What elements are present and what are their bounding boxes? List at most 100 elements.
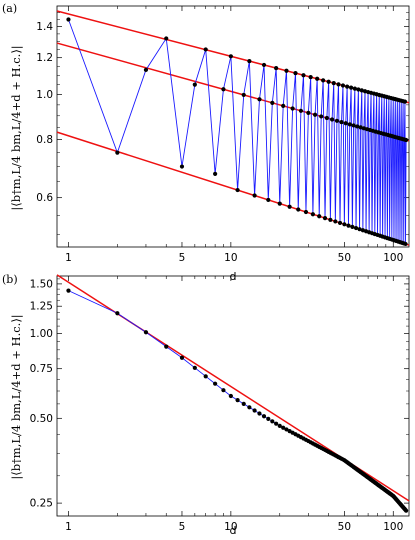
panel-a-data-point xyxy=(192,82,197,87)
panel-a-data-point xyxy=(358,125,363,130)
panel-a-plot-frame xyxy=(56,5,410,248)
panel-a-data-point xyxy=(308,74,313,80)
panel-b-data-point xyxy=(257,411,262,416)
panel-b-data-point xyxy=(270,419,275,424)
panel-b-data-point xyxy=(247,405,252,410)
panel-b-data-point xyxy=(115,311,120,316)
panel-b-x-tick-label: 100 xyxy=(383,521,403,533)
panel-a-data-point xyxy=(164,36,169,41)
panel-a-x-tick-label: 100 xyxy=(383,252,403,264)
panel-b-data-point xyxy=(203,374,208,379)
panel-a-data-point xyxy=(301,73,306,78)
panel-a-x-tick-label: 1 xyxy=(65,252,72,264)
panel-a-data-point xyxy=(333,219,338,224)
panel-a-data-point xyxy=(115,150,120,155)
panel-a-data-point xyxy=(281,103,286,108)
panel-a-data-point xyxy=(360,228,365,233)
panel-a-data-point xyxy=(334,118,340,123)
panel-a-data-point xyxy=(322,216,328,221)
panel-a-data-point xyxy=(298,108,304,113)
panel-a-data-point xyxy=(247,59,252,64)
panel-a-data-point xyxy=(315,76,320,81)
panel-a-data-point xyxy=(321,78,326,83)
panel-a-data-point xyxy=(213,171,218,176)
panel-a-data-point xyxy=(404,137,409,143)
panel-b-data-point xyxy=(66,288,71,293)
panel-a-data-point xyxy=(296,207,301,212)
panel-a-data-point xyxy=(252,193,257,198)
panel-b-data-point xyxy=(241,401,246,406)
panel-a-data-point xyxy=(221,87,226,92)
panel-a-data-point xyxy=(203,47,208,52)
panel-a-data-point xyxy=(403,241,408,247)
panel-a-data-point xyxy=(312,112,318,117)
panel-a-data-point xyxy=(343,121,348,126)
panel-b-plot-frame xyxy=(56,275,410,517)
panel-b-data-point xyxy=(277,423,282,428)
panel-b-y-tick-label: 1.00 xyxy=(30,328,53,340)
panel-a-y-tick-label: 0.6 xyxy=(36,192,53,204)
panel-a-data-point xyxy=(328,217,333,222)
panel-a-data-point xyxy=(351,123,356,128)
panel-a-data-point xyxy=(303,209,309,215)
panel-a-data-point xyxy=(290,106,295,111)
panel-b-data-point xyxy=(252,408,257,413)
panel-a-data-point xyxy=(352,86,357,91)
panel-a-data-point xyxy=(319,114,324,119)
panel-a-data-point xyxy=(179,164,185,169)
panel-a-data-point xyxy=(340,83,346,88)
panel-a-data-point xyxy=(353,225,359,231)
panel-a-data-point xyxy=(293,71,298,76)
panel-b-data-point xyxy=(284,427,289,432)
panel-b-data-point xyxy=(221,388,226,393)
panel-b-plot-area xyxy=(56,274,410,513)
panel-a-data-point xyxy=(331,80,336,86)
panel-b: (b) |⟨b†m,L/4 bm,L/4+d + H.c.⟩| 1 5 10 50 10… xyxy=(2,273,410,537)
panel-a-data-point xyxy=(66,17,71,22)
panel-a-data-point xyxy=(350,224,355,229)
panel-a-data-point xyxy=(355,124,360,129)
panel-a-data-point xyxy=(317,214,322,219)
panel-a-y-tick-label: 0.8 xyxy=(36,134,53,146)
panel-b-data-point xyxy=(281,425,286,430)
panel-a-data-point xyxy=(235,187,240,193)
panel-a-data-point xyxy=(284,68,289,73)
panel-a-plot-area xyxy=(56,10,410,247)
panel-b-data-point xyxy=(192,365,197,370)
panel-a-data-point xyxy=(337,220,343,226)
panel-b-x-axis-label: d xyxy=(230,524,237,537)
panel-a: (a) |⟨b†m,L/4 bm,L/4+d + H.c.⟩| 1 5 10 50 10… xyxy=(2,2,410,283)
panel-a-data-point xyxy=(339,119,344,125)
panel-b-y-tick-label: 1.50 xyxy=(30,278,53,290)
panel-a-data-point xyxy=(306,110,311,115)
panel-a-data-point xyxy=(261,62,267,68)
panel-a-y-tick-label: 1.0 xyxy=(36,89,53,101)
panel-a-data-point xyxy=(348,85,354,90)
panel-b-y-tick-label: 0.25 xyxy=(30,498,53,510)
panel-b-y-tick-label: 0.50 xyxy=(30,413,53,425)
panel-a-data-point xyxy=(356,87,361,92)
panel-a-x-axis-label: d xyxy=(230,270,237,283)
panel-label-b: (b) xyxy=(2,273,18,286)
panel-label-a: (a) xyxy=(2,2,17,15)
panel-b-y-tick-label: 1.25 xyxy=(30,301,53,313)
panel-b-data-point xyxy=(213,381,218,386)
panel-a-data-point xyxy=(346,223,351,228)
panel-b-data-point xyxy=(143,330,149,335)
panel-a-x-tick-label: 5 xyxy=(179,252,186,264)
panel-a-data-point xyxy=(257,97,262,102)
panel-b-y-axis-label: |⟨b†m,L/4 bm,L/4+d + H.c.⟩| xyxy=(9,314,24,479)
panel-a-y-tick-label: 1.4 xyxy=(36,21,53,33)
panel-b-data-point xyxy=(228,393,233,399)
panel-b-y-tick-label: 0.75 xyxy=(30,363,53,375)
panel-a-x-tick-label: 50 xyxy=(338,252,351,264)
panel-a-data-point xyxy=(345,84,350,89)
panel-a-data-point xyxy=(336,82,341,87)
panel-a-data-point xyxy=(143,67,149,72)
panel-a-data-point xyxy=(347,122,352,127)
panel-a-data-point xyxy=(287,204,292,209)
panel-a-x-tick-label: 10 xyxy=(224,252,237,264)
panel-a-data-line xyxy=(68,19,407,244)
panel-b-axis-ticks: 1 5 10 50 100 0.25 0.50 0.75 1.00 1.25 1.50 xyxy=(30,276,409,533)
